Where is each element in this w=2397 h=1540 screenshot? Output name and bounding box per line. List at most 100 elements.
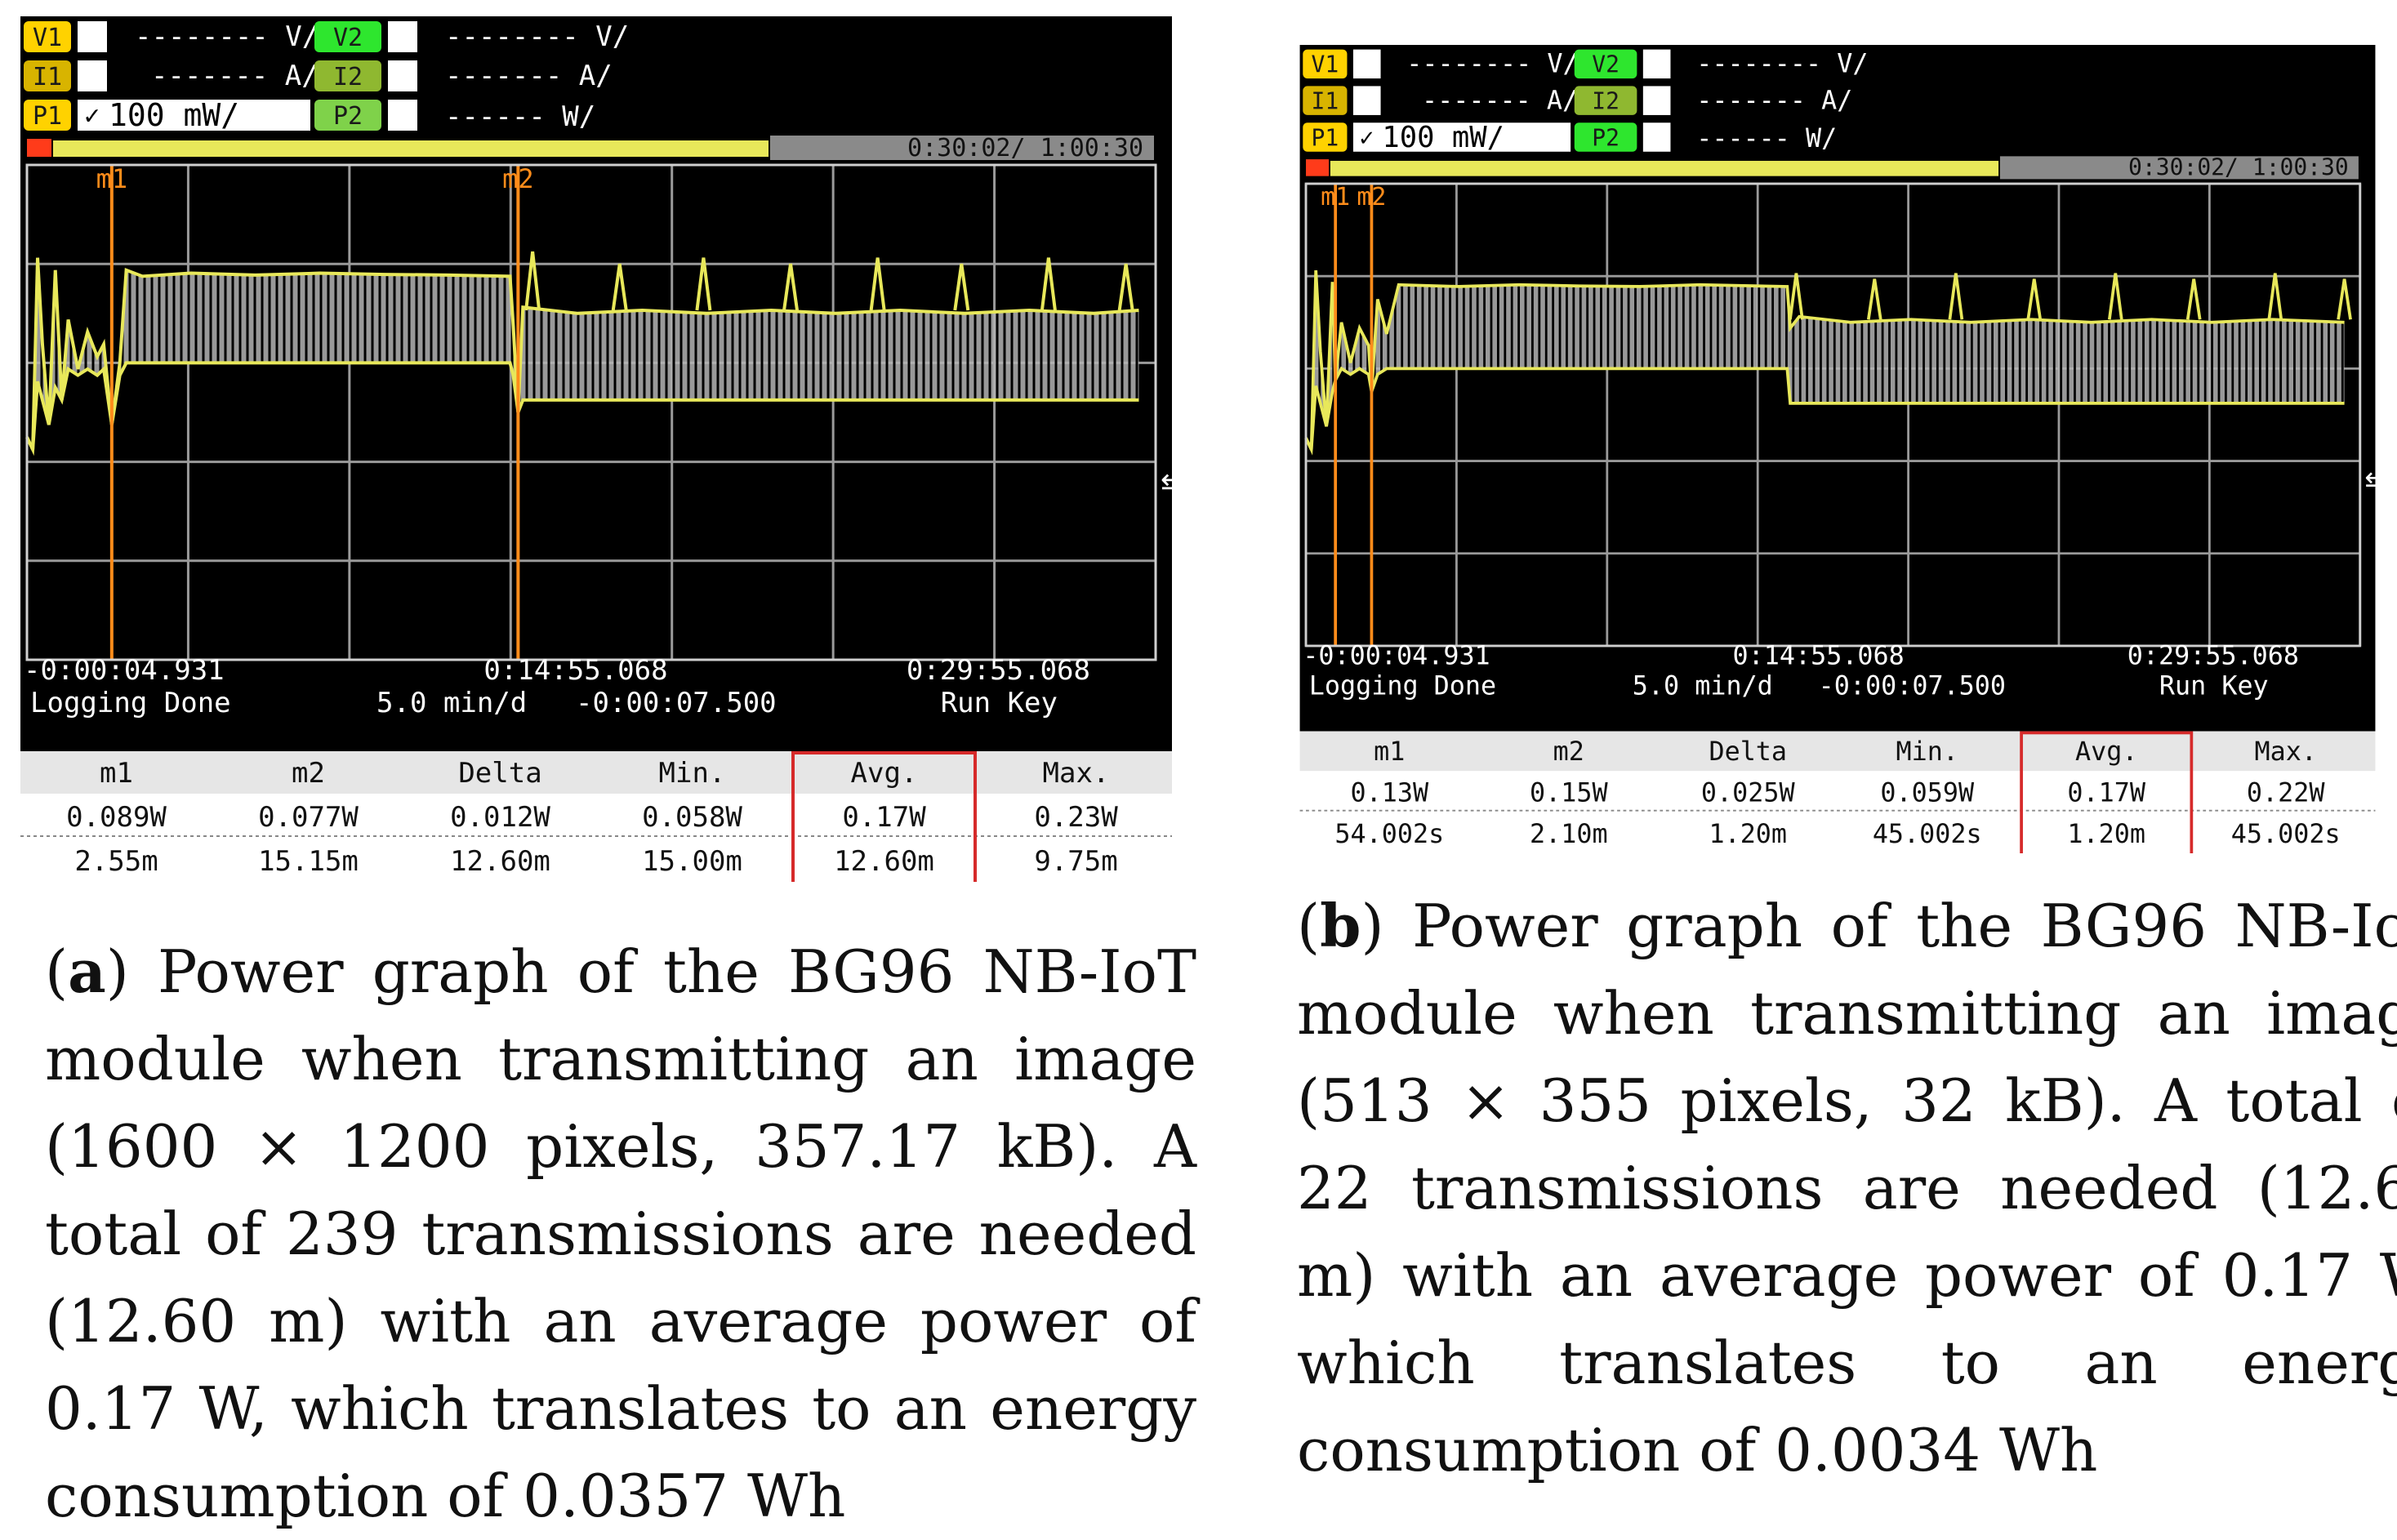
i2-scale: ------- A/	[445, 60, 613, 92]
p2-badge[interactable]	[314, 100, 381, 131]
v2-checkbox[interactable]	[388, 21, 417, 52]
p1-scale-box[interactable]	[1352, 122, 1571, 152]
overview-marker-icon	[1306, 159, 1330, 176]
table-cell: 2.55m	[74, 845, 158, 878]
i1-badge[interactable]	[1303, 86, 1348, 115]
time-center: 0:14:55.068	[1733, 641, 1905, 670]
p2-badge[interactable]	[1574, 122, 1637, 152]
table-cell: 0.23W	[1034, 801, 1118, 834]
table-header-cell: Delta	[1709, 737, 1787, 767]
i1-checkbox[interactable]	[1352, 86, 1381, 115]
table-header-cell: Min.	[1896, 737, 1958, 767]
table-cell: 0.059W	[1880, 778, 1975, 808]
caption-letter: b	[1320, 891, 1361, 960]
i1-scale: ------- A/	[1422, 86, 1578, 115]
i1-badge[interactable]	[24, 60, 71, 91]
scope-panel-b: V1 -------- V/ I1 ------- A/ P1 ✓ 100 mW…	[1294, 45, 2397, 1484]
power-spike	[2185, 278, 2202, 320]
p1-scale: 100 mW/	[109, 97, 239, 133]
time-offset[interactable]: -0:00:07.500	[576, 687, 777, 719]
table-header-cell: Delta	[458, 757, 541, 790]
v1-checkbox[interactable]	[78, 21, 107, 52]
power-trace-low	[1304, 366, 2345, 456]
i1-label: I1	[1312, 87, 1339, 114]
v2-badge[interactable]	[1574, 49, 1637, 79]
table-cell: 1.20m	[1709, 820, 1787, 849]
power-spike	[2026, 278, 2043, 320]
v1-scale: -------- V/	[1406, 50, 1578, 79]
overview-progress[interactable]	[53, 140, 769, 157]
v2-scale: -------- V/	[445, 20, 629, 53]
i2-badge[interactable]	[1574, 86, 1637, 115]
i2-badge[interactable]	[314, 60, 381, 91]
time-scale[interactable]: 5.0 min/d	[1633, 672, 1773, 701]
v1-badge[interactable]	[24, 21, 71, 52]
table-header-cell: Avg.	[851, 757, 918, 790]
overview-marker-icon	[27, 139, 51, 157]
channel-indicators: V1 -------- V/ I1 ------- A/ P1 ✓ 100 mW…	[24, 20, 629, 133]
p1-label: P1	[33, 102, 62, 131]
avg-highlight-box	[2020, 731, 2194, 853]
v2-checkbox[interactable]	[1642, 49, 1671, 79]
table-cell: 0.17W	[842, 801, 926, 834]
table-cell: 15.00m	[642, 845, 742, 878]
time-offset[interactable]: -0:00:07.500	[1819, 672, 2006, 701]
power-spike	[524, 251, 541, 311]
p1-badge[interactable]	[1303, 122, 1348, 152]
v2-badge[interactable]	[314, 21, 381, 52]
time-right: 0:29:55.068	[2127, 641, 2299, 670]
table-cell: 2.10m	[1530, 820, 1608, 849]
plot-border	[25, 163, 1157, 661]
power-analyzer-screen: V1 -------- V/ I1 ------- A/ P1 ✓ 100 mW…	[20, 16, 1172, 882]
table-cell: 0.012W	[450, 801, 550, 834]
time-left: -0:00:04.931	[1303, 641, 1490, 670]
v2-scale: -------- V/	[1696, 50, 1868, 79]
i2-checkbox[interactable]	[1642, 86, 1671, 115]
p2-label: P2	[333, 102, 363, 131]
p2-checkbox[interactable]	[388, 100, 417, 131]
overview-bar: 0:30:02/ 1:00:30	[27, 134, 1154, 162]
table-cell: 45.002s	[1873, 820, 1982, 849]
power-trace-high	[1304, 269, 2345, 451]
zoom-arrows-icon: ⇆	[1161, 467, 1172, 500]
p2-checkbox[interactable]	[1642, 122, 1671, 152]
p2-scale: ------ W/	[445, 100, 595, 133]
v1-checkbox[interactable]	[1352, 49, 1381, 79]
p1-badge[interactable]	[24, 100, 71, 131]
i2-label: I2	[1592, 87, 1620, 114]
i1-checkbox[interactable]	[78, 60, 107, 91]
time-scale[interactable]: 5.0 min/d	[376, 687, 527, 719]
table-header-cell: Min.	[659, 757, 726, 790]
check-icon: ✓	[84, 100, 100, 131]
table-header-cell: Avg.	[2075, 737, 2137, 767]
table-cell: 0.089W	[66, 801, 167, 834]
table-cell: 15.15m	[258, 845, 359, 878]
p2-label: P2	[1592, 124, 1620, 151]
status-left: Logging Done	[1309, 672, 1496, 701]
table-cell: 0.17W	[2067, 778, 2145, 808]
v1-scale: -------- V/	[135, 20, 319, 53]
v1-badge[interactable]	[1303, 49, 1348, 79]
i2-checkbox[interactable]	[388, 60, 417, 91]
table-cell: 0.077W	[258, 801, 359, 834]
table-cell: 12.60m	[834, 845, 934, 878]
marker-label-m2: m2	[502, 163, 534, 194]
overview-progress[interactable]	[1330, 160, 1999, 176]
table-cell: 45.002s	[2231, 820, 2341, 849]
p1-scale-box[interactable]	[78, 100, 310, 131]
table-cell: 12.60m	[450, 845, 550, 878]
i1-label: I1	[33, 63, 62, 91]
power-spike	[953, 263, 970, 311]
p1-scale: 100 mW/	[1382, 121, 1504, 154]
power-spike	[869, 257, 886, 311]
power-trace-high	[25, 257, 1139, 451]
marker-label-m1: m1	[96, 163, 128, 194]
zoom-arrows-icon: ⇆	[2364, 467, 2381, 496]
overview-bar: 0:30:02/ 1:00:30	[1306, 154, 2359, 181]
caption-letter: a	[68, 937, 106, 1006]
caption-a: (a) Power graph of the BG96 NB-IoT modul…	[45, 937, 1196, 1530]
table-header-cell: m1	[1374, 737, 1405, 767]
p2-scale: ------ W/	[1696, 124, 1837, 154]
power-spike	[1117, 263, 1134, 311]
table-cell: 0.058W	[642, 801, 742, 834]
